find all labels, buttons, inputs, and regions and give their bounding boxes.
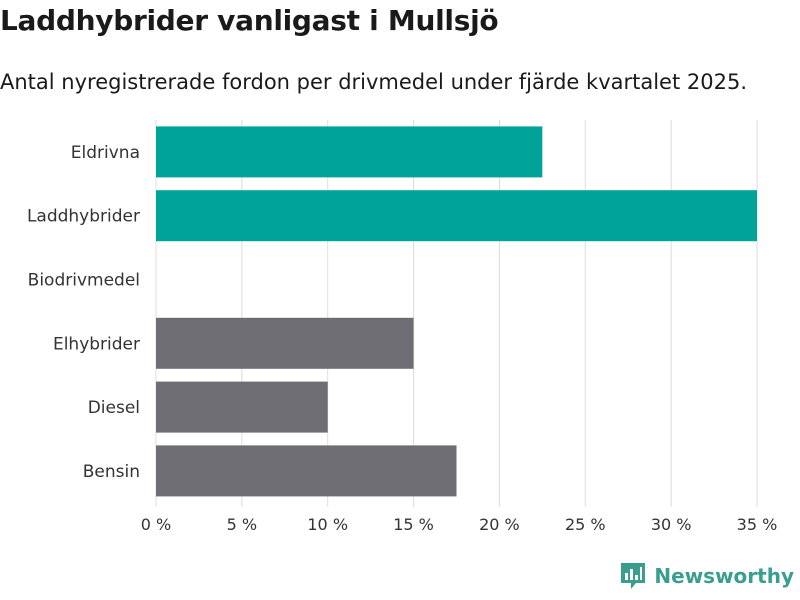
bar [156, 126, 543, 178]
x-axis-ticks: 0 % 5 % 10 % 15 % 20 % 25 % 30 % 35 % [141, 515, 778, 534]
bars [156, 126, 757, 497]
category-labels: Eldrivna Laddhybrider Biodrivmedel Elhybrid… [27, 143, 140, 482]
x-tick-label: 15 % [393, 515, 434, 534]
category-label: Biodrivmedel [28, 271, 140, 291]
chart-subtitle: Antal nyregistrerade fordon per drivmede… [0, 70, 748, 94]
x-tick-label: 0 % [141, 515, 171, 534]
gridlines [155, 120, 758, 507]
bar [156, 190, 757, 242]
bar [156, 381, 328, 433]
x-tick-label: 35 % [737, 515, 778, 534]
brand-name: Newsworthy [654, 564, 794, 588]
chart-title: Laddhybrider vanligast i Mullsjö [0, 4, 499, 37]
x-tick-label: 5 % [227, 515, 257, 534]
category-label: Eldrivna [71, 143, 140, 163]
bar-chart: Eldrivna Laddhybrider Biodrivmedel Elhybrid… [27, 120, 778, 534]
bar [156, 317, 414, 369]
x-tick-label: 30 % [651, 515, 692, 534]
category-label: Bensin [83, 462, 140, 482]
newsworthy-logo: Newsworthy [620, 562, 794, 590]
newsworthy-icon [621, 563, 646, 589]
x-tick-label: 20 % [479, 515, 520, 534]
category-label: Laddhybrider [27, 207, 140, 227]
x-tick-label: 10 % [307, 515, 348, 534]
category-label: Diesel [88, 398, 140, 418]
bar [156, 445, 457, 497]
category-label: Elhybrider [53, 334, 140, 354]
x-tick-label: 25 % [565, 515, 606, 534]
